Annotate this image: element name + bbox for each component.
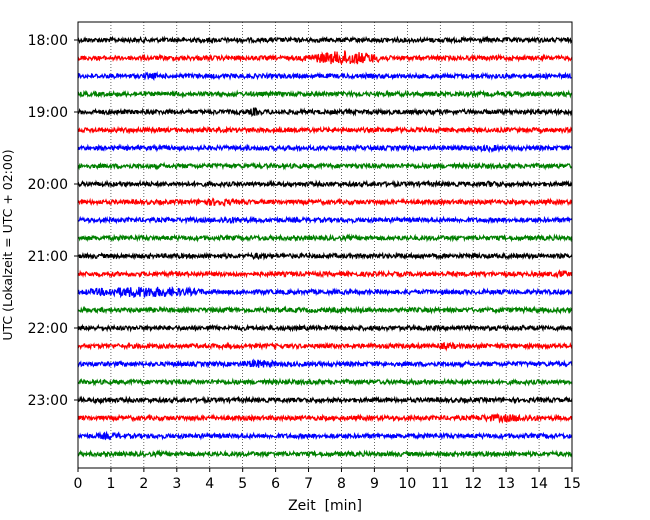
trace-2230 xyxy=(77,358,573,369)
x-tick-label: 1 xyxy=(106,476,115,492)
y-tick-label: 18:00 xyxy=(28,33,68,49)
x-tick-label: 5 xyxy=(238,476,247,492)
trace-2100 xyxy=(77,251,573,261)
trace-2345 xyxy=(77,449,573,459)
x-tick-label: 6 xyxy=(271,476,280,492)
trace-1830 xyxy=(77,70,573,82)
plot-frame xyxy=(77,21,573,469)
x-tick-label: 10 xyxy=(398,476,416,492)
trace-2245 xyxy=(77,377,573,387)
x-tick-label: 11 xyxy=(431,476,449,492)
x-axis-label: Zeit [min] xyxy=(288,498,362,514)
trace-1915 xyxy=(77,125,573,135)
x-tick-label: 8 xyxy=(337,476,346,492)
y-axis: 18:00 19:00 20:00 21:00 22:00 23:00 xyxy=(28,33,78,409)
x-tick-label: 12 xyxy=(464,476,482,492)
trace-2030 xyxy=(77,215,573,225)
trace-2200 xyxy=(77,323,573,333)
trace-2315 xyxy=(77,412,573,424)
grid-lines xyxy=(110,22,540,468)
trace-1900 xyxy=(77,107,573,118)
x-tick-label: 3 xyxy=(172,476,181,492)
trace-2145 xyxy=(77,305,573,315)
trace-2015 xyxy=(77,197,573,208)
trace-2045 xyxy=(77,233,573,243)
y-tick-label: 20:00 xyxy=(28,177,68,193)
traces xyxy=(77,35,573,459)
trace-1945 xyxy=(77,161,573,171)
trace-1815 xyxy=(77,50,573,66)
y-axis-label: UTC (Lokalzeit = UTC + 02:00) xyxy=(0,149,15,340)
x-tick-label: 0 xyxy=(74,476,83,492)
trace-2330 xyxy=(77,430,573,441)
trace-2130 xyxy=(77,285,573,299)
x-axis: 0 1 2 3 4 5 6 7 8 9 10 11 12 13 14 15 xyxy=(74,468,581,492)
x-tick-label: 7 xyxy=(304,476,313,492)
x-tick-label: 14 xyxy=(530,476,548,492)
y-tick-label: 23:00 xyxy=(28,393,68,409)
x-tick-label: 9 xyxy=(370,476,379,492)
trace-1845 xyxy=(77,89,573,99)
trace-1800 xyxy=(77,35,573,45)
y-tick-label: 19:00 xyxy=(28,105,68,121)
trace-2215 xyxy=(77,341,573,352)
trace-2300 xyxy=(77,395,573,405)
x-tick-label: 15 xyxy=(563,476,581,492)
trace-2115 xyxy=(77,269,573,279)
x-tick-label: 13 xyxy=(497,476,515,492)
x-tick-label: 2 xyxy=(139,476,148,492)
x-tick-label: 4 xyxy=(205,476,214,492)
y-tick-label: 21:00 xyxy=(28,249,68,265)
trace-2000 xyxy=(77,179,573,189)
y-tick-label: 22:00 xyxy=(28,321,68,337)
trace-1930 xyxy=(77,143,573,154)
